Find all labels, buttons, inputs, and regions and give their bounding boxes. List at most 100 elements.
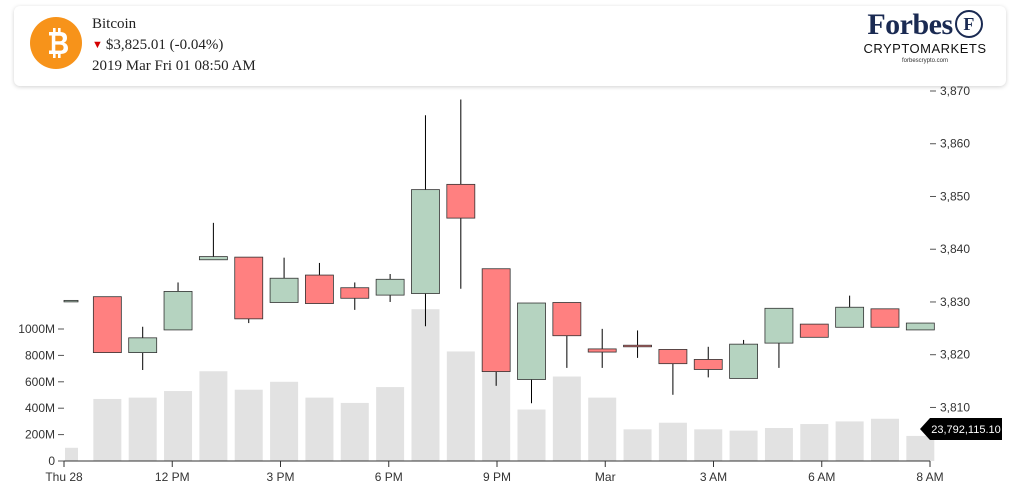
volume-bar xyxy=(552,376,581,461)
brand-url: forbescrypto.com xyxy=(901,58,949,64)
volume-bars xyxy=(65,309,935,461)
candle-body-down xyxy=(552,302,582,337)
brand-subtitle: CRYPTOMARKETS xyxy=(863,41,987,56)
volume-bar xyxy=(800,424,829,461)
axes: 3,870 3,860 3,850 3,840 3,830 3,820 3,810 0 200M… xyxy=(18,84,1002,484)
candle-body-down xyxy=(234,256,264,320)
candle-body-up xyxy=(517,302,546,380)
candle-body-down xyxy=(870,308,900,328)
volume-bar xyxy=(870,418,899,461)
forbes-logo[interactable]: Forbes F CRYPTOMARKETS forbescrypto.com xyxy=(860,8,990,78)
time-tick-label: Thu 28 xyxy=(45,470,83,484)
candle-body-up xyxy=(63,299,79,303)
volume-bar xyxy=(446,351,475,461)
asset-header: Bitcoin ▼ $3,825.01 (-0.04%) 2019 Mar Fri… xyxy=(14,6,1006,86)
volume-bar xyxy=(658,422,687,461)
brand-emblem: F xyxy=(954,10,983,38)
volume-bar xyxy=(764,428,793,461)
price-tick-label: 3,830 xyxy=(940,295,970,309)
candle[interactable] xyxy=(234,256,264,324)
candle[interactable] xyxy=(587,328,617,368)
price-tick-label: 3,810 xyxy=(940,400,970,414)
candle[interactable] xyxy=(552,302,582,368)
candle[interactable] xyxy=(764,307,794,368)
time-tick-label: 6 AM xyxy=(808,470,835,484)
candle[interactable] xyxy=(63,299,79,303)
time-tick-label: 3 PM xyxy=(266,470,294,484)
candle[interactable] xyxy=(305,262,334,304)
time-tick-label: Mar xyxy=(595,470,616,484)
volume-bar xyxy=(411,309,440,461)
candle-body-down xyxy=(587,348,617,353)
candle[interactable] xyxy=(693,346,723,378)
candle[interactable] xyxy=(411,115,440,327)
candle-body-up xyxy=(729,343,758,379)
time-tick-label: 9 PM xyxy=(483,470,511,484)
down-arrow-icon: ▼ xyxy=(92,39,103,51)
volume-bar xyxy=(835,421,864,461)
price-tick-label: 3,850 xyxy=(940,189,970,203)
volume-tick-label: 400M xyxy=(25,401,55,415)
volume-bar xyxy=(729,430,758,461)
candle-body-up xyxy=(375,278,405,296)
candle[interactable] xyxy=(128,326,158,371)
candle-body-up xyxy=(764,307,794,344)
candle[interactable] xyxy=(163,282,193,331)
price-change-text: $3,825.01 (-0.04%) xyxy=(105,37,224,53)
volume-tick-label: 600M xyxy=(25,375,55,389)
candle-body-down xyxy=(623,344,652,348)
candles xyxy=(63,99,935,404)
volume-tick-label: 0 xyxy=(48,454,55,468)
candle[interactable] xyxy=(340,282,370,310)
candle[interactable] xyxy=(729,339,758,379)
price-change: ▼ $3,825.01 (-0.04%) xyxy=(92,37,223,54)
candle-body-down xyxy=(92,296,122,353)
volume-bar xyxy=(517,409,546,461)
candle[interactable] xyxy=(92,296,122,353)
candle[interactable] xyxy=(481,268,511,386)
timestamp: 2019 Mar Fri 01 08:50 AM xyxy=(92,58,256,74)
volume-bar xyxy=(305,397,334,461)
candle[interactable] xyxy=(835,295,865,328)
volume-bar xyxy=(588,397,617,461)
time-tick-label: 12 PM xyxy=(155,470,190,484)
candle[interactable] xyxy=(517,302,546,404)
volume-tick-label: 800M xyxy=(25,348,55,362)
volume-bar xyxy=(270,381,299,461)
volume-bar xyxy=(340,402,369,461)
candle-body-down xyxy=(799,323,829,338)
candle[interactable] xyxy=(623,330,652,358)
candle-body-up xyxy=(128,337,158,353)
candle-body-down xyxy=(658,349,688,365)
price-tick-label: 3,860 xyxy=(940,137,970,151)
candle[interactable] xyxy=(269,257,299,303)
price-tick-label: 3,870 xyxy=(940,84,970,98)
candle[interactable] xyxy=(799,323,829,338)
volume-bar xyxy=(199,371,228,461)
volume-bar xyxy=(128,397,157,461)
candle[interactable] xyxy=(658,349,688,395)
candle-body-down xyxy=(340,287,370,299)
volume-bar xyxy=(93,398,122,461)
last-volume-badge-bg xyxy=(920,418,1002,440)
candle-body-down xyxy=(305,274,334,304)
volume-tick-label: 1000M xyxy=(18,322,55,336)
candle[interactable] xyxy=(905,322,935,331)
candle-body-up xyxy=(269,277,299,303)
candle[interactable] xyxy=(198,222,228,261)
candle-body-down xyxy=(481,268,511,372)
volume-bar xyxy=(906,435,935,461)
candle[interactable] xyxy=(446,99,476,289)
volume-bar xyxy=(694,429,723,461)
candle-body-down xyxy=(446,183,476,219)
price-tick-label: 3,820 xyxy=(940,348,970,362)
candle[interactable] xyxy=(870,308,900,328)
candle[interactable] xyxy=(375,274,405,302)
brand-wordmark: Forbes xyxy=(867,8,953,41)
volume-bar xyxy=(164,391,193,461)
last-volume-label: 23,792,115.10 xyxy=(931,424,1001,436)
candle-body-down xyxy=(693,359,723,370)
price-tick-label: 3,840 xyxy=(940,242,970,256)
volume-bar xyxy=(623,429,652,461)
